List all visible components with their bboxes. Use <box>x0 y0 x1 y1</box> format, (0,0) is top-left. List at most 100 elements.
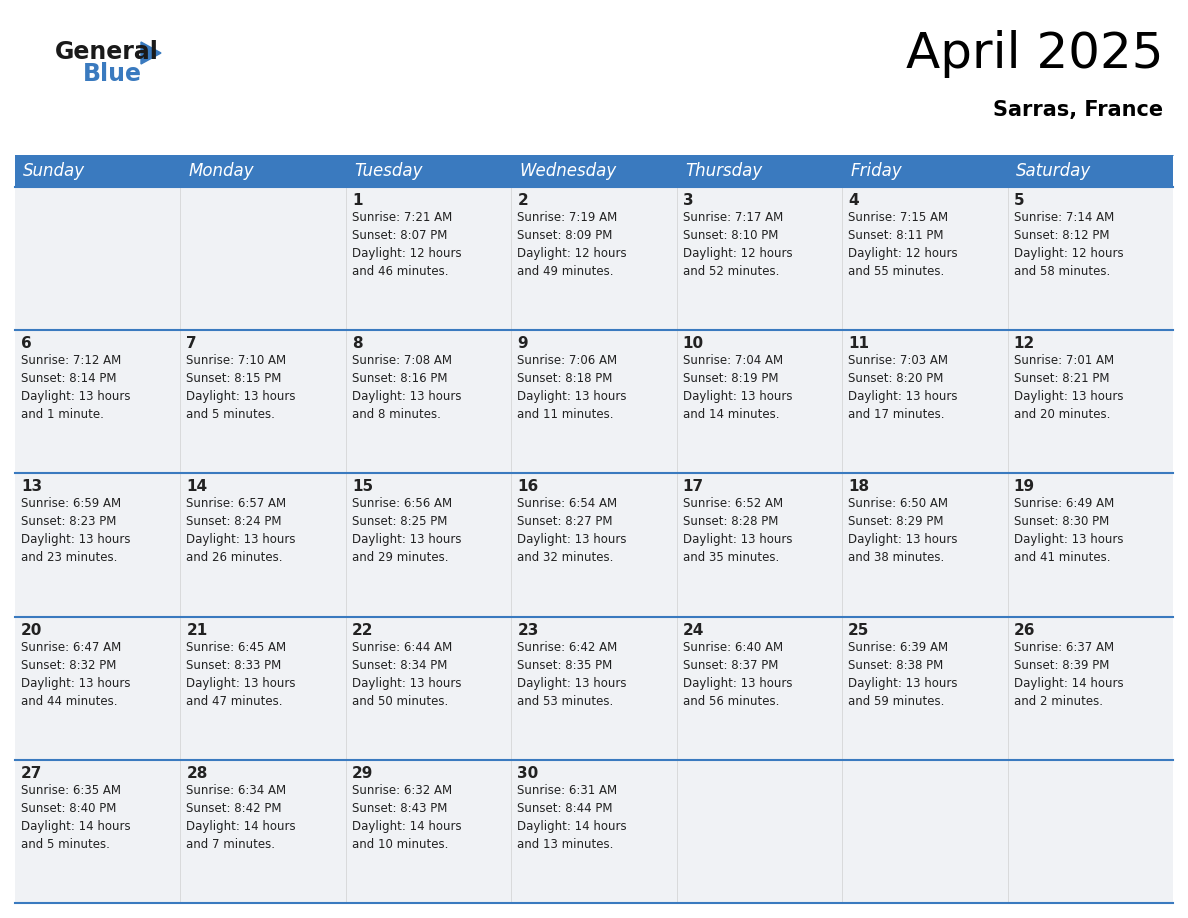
Text: Sunrise: 7:04 AM
Sunset: 8:19 PM
Daylight: 13 hours
and 14 minutes.: Sunrise: 7:04 AM Sunset: 8:19 PM Dayligh… <box>683 354 792 421</box>
Text: Sunrise: 6:31 AM
Sunset: 8:44 PM
Daylight: 14 hours
and 13 minutes.: Sunrise: 6:31 AM Sunset: 8:44 PM Dayligh… <box>517 784 627 851</box>
Bar <box>1007 474 1173 617</box>
Text: 8: 8 <box>352 336 362 352</box>
Bar <box>181 155 346 187</box>
Text: 24: 24 <box>683 622 704 638</box>
Text: 7: 7 <box>187 336 197 352</box>
Text: 11: 11 <box>848 336 870 352</box>
Text: Sunrise: 7:01 AM
Sunset: 8:21 PM
Daylight: 13 hours
and 20 minutes.: Sunrise: 7:01 AM Sunset: 8:21 PM Dayligh… <box>1013 354 1123 421</box>
Text: Saturday: Saturday <box>1016 162 1091 180</box>
Bar <box>677 187 842 330</box>
Bar <box>181 474 346 617</box>
Text: 19: 19 <box>1013 479 1035 495</box>
Bar <box>346 330 511 474</box>
Text: 22: 22 <box>352 622 373 638</box>
Text: 25: 25 <box>848 622 870 638</box>
Bar <box>677 760 842 903</box>
Text: 10: 10 <box>683 336 703 352</box>
Text: Sunrise: 6:34 AM
Sunset: 8:42 PM
Daylight: 14 hours
and 7 minutes.: Sunrise: 6:34 AM Sunset: 8:42 PM Dayligh… <box>187 784 296 851</box>
Polygon shape <box>141 42 162 64</box>
Text: 16: 16 <box>517 479 538 495</box>
Text: 2: 2 <box>517 193 527 208</box>
Text: Sunrise: 7:03 AM
Sunset: 8:20 PM
Daylight: 13 hours
and 17 minutes.: Sunrise: 7:03 AM Sunset: 8:20 PM Dayligh… <box>848 354 958 421</box>
Bar <box>842 187 1007 330</box>
Text: Sunrise: 6:39 AM
Sunset: 8:38 PM
Daylight: 13 hours
and 59 minutes.: Sunrise: 6:39 AM Sunset: 8:38 PM Dayligh… <box>848 641 958 708</box>
Text: 18: 18 <box>848 479 870 495</box>
Text: 9: 9 <box>517 336 527 352</box>
Bar <box>346 474 511 617</box>
Text: Wednesday: Wednesday <box>519 162 617 180</box>
Text: Sunrise: 7:08 AM
Sunset: 8:16 PM
Daylight: 13 hours
and 8 minutes.: Sunrise: 7:08 AM Sunset: 8:16 PM Dayligh… <box>352 354 461 421</box>
Bar <box>511 155 677 187</box>
Bar <box>181 760 346 903</box>
Text: Sunrise: 6:45 AM
Sunset: 8:33 PM
Daylight: 13 hours
and 47 minutes.: Sunrise: 6:45 AM Sunset: 8:33 PM Dayligh… <box>187 641 296 708</box>
Text: 23: 23 <box>517 622 538 638</box>
Text: 14: 14 <box>187 479 208 495</box>
Text: Sunrise: 6:50 AM
Sunset: 8:29 PM
Daylight: 13 hours
and 38 minutes.: Sunrise: 6:50 AM Sunset: 8:29 PM Dayligh… <box>848 498 958 565</box>
Text: 13: 13 <box>21 479 42 495</box>
Text: Sunrise: 6:35 AM
Sunset: 8:40 PM
Daylight: 14 hours
and 5 minutes.: Sunrise: 6:35 AM Sunset: 8:40 PM Dayligh… <box>21 784 131 851</box>
Text: Sunrise: 7:12 AM
Sunset: 8:14 PM
Daylight: 13 hours
and 1 minute.: Sunrise: 7:12 AM Sunset: 8:14 PM Dayligh… <box>21 354 131 421</box>
Text: Sunrise: 6:37 AM
Sunset: 8:39 PM
Daylight: 14 hours
and 2 minutes.: Sunrise: 6:37 AM Sunset: 8:39 PM Dayligh… <box>1013 641 1123 708</box>
Text: Sunrise: 7:10 AM
Sunset: 8:15 PM
Daylight: 13 hours
and 5 minutes.: Sunrise: 7:10 AM Sunset: 8:15 PM Dayligh… <box>187 354 296 421</box>
Bar <box>511 330 677 474</box>
Bar <box>511 474 677 617</box>
Text: 28: 28 <box>187 766 208 781</box>
Bar <box>842 474 1007 617</box>
Text: 6: 6 <box>21 336 32 352</box>
Bar <box>511 760 677 903</box>
Text: Sunrise: 6:32 AM
Sunset: 8:43 PM
Daylight: 14 hours
and 10 minutes.: Sunrise: 6:32 AM Sunset: 8:43 PM Dayligh… <box>352 784 461 851</box>
Text: 12: 12 <box>1013 336 1035 352</box>
Text: Sunday: Sunday <box>24 162 86 180</box>
Text: Sunrise: 7:06 AM
Sunset: 8:18 PM
Daylight: 13 hours
and 11 minutes.: Sunrise: 7:06 AM Sunset: 8:18 PM Dayligh… <box>517 354 627 421</box>
Text: Sunrise: 6:59 AM
Sunset: 8:23 PM
Daylight: 13 hours
and 23 minutes.: Sunrise: 6:59 AM Sunset: 8:23 PM Dayligh… <box>21 498 131 565</box>
Bar <box>15 617 181 760</box>
Bar <box>15 760 181 903</box>
Text: Sunrise: 6:44 AM
Sunset: 8:34 PM
Daylight: 13 hours
and 50 minutes.: Sunrise: 6:44 AM Sunset: 8:34 PM Dayligh… <box>352 641 461 708</box>
Bar <box>181 617 346 760</box>
Bar <box>15 155 181 187</box>
Text: Sunrise: 6:40 AM
Sunset: 8:37 PM
Daylight: 13 hours
and 56 minutes.: Sunrise: 6:40 AM Sunset: 8:37 PM Dayligh… <box>683 641 792 708</box>
Bar <box>677 155 842 187</box>
Text: Sunrise: 7:15 AM
Sunset: 8:11 PM
Daylight: 12 hours
and 55 minutes.: Sunrise: 7:15 AM Sunset: 8:11 PM Dayligh… <box>848 211 958 278</box>
Text: 29: 29 <box>352 766 373 781</box>
Bar <box>677 330 842 474</box>
Bar <box>511 617 677 760</box>
Text: Sunrise: 6:57 AM
Sunset: 8:24 PM
Daylight: 13 hours
and 26 minutes.: Sunrise: 6:57 AM Sunset: 8:24 PM Dayligh… <box>187 498 296 565</box>
Text: Sunrise: 6:47 AM
Sunset: 8:32 PM
Daylight: 13 hours
and 44 minutes.: Sunrise: 6:47 AM Sunset: 8:32 PM Dayligh… <box>21 641 131 708</box>
Bar <box>1007 617 1173 760</box>
Text: Sarras, France: Sarras, France <box>993 100 1163 120</box>
Bar <box>346 617 511 760</box>
Text: 21: 21 <box>187 622 208 638</box>
Bar <box>842 155 1007 187</box>
Text: Sunrise: 7:21 AM
Sunset: 8:07 PM
Daylight: 12 hours
and 46 minutes.: Sunrise: 7:21 AM Sunset: 8:07 PM Dayligh… <box>352 211 461 278</box>
Text: Sunrise: 6:54 AM
Sunset: 8:27 PM
Daylight: 13 hours
and 32 minutes.: Sunrise: 6:54 AM Sunset: 8:27 PM Dayligh… <box>517 498 627 565</box>
Text: Blue: Blue <box>83 62 143 86</box>
Text: Friday: Friday <box>851 162 902 180</box>
Bar <box>1007 155 1173 187</box>
Text: 15: 15 <box>352 479 373 495</box>
Text: 30: 30 <box>517 766 538 781</box>
Bar <box>1007 330 1173 474</box>
Text: 3: 3 <box>683 193 694 208</box>
Bar <box>15 330 181 474</box>
Text: Tuesday: Tuesday <box>354 162 423 180</box>
Bar <box>15 474 181 617</box>
Text: Sunrise: 6:42 AM
Sunset: 8:35 PM
Daylight: 13 hours
and 53 minutes.: Sunrise: 6:42 AM Sunset: 8:35 PM Dayligh… <box>517 641 627 708</box>
Bar <box>346 155 511 187</box>
Text: 27: 27 <box>21 766 43 781</box>
Bar <box>677 474 842 617</box>
Text: Sunrise: 7:17 AM
Sunset: 8:10 PM
Daylight: 12 hours
and 52 minutes.: Sunrise: 7:17 AM Sunset: 8:10 PM Dayligh… <box>683 211 792 278</box>
Text: Sunrise: 6:49 AM
Sunset: 8:30 PM
Daylight: 13 hours
and 41 minutes.: Sunrise: 6:49 AM Sunset: 8:30 PM Dayligh… <box>1013 498 1123 565</box>
Text: 4: 4 <box>848 193 859 208</box>
Text: Sunrise: 7:19 AM
Sunset: 8:09 PM
Daylight: 12 hours
and 49 minutes.: Sunrise: 7:19 AM Sunset: 8:09 PM Dayligh… <box>517 211 627 278</box>
Text: Sunrise: 6:52 AM
Sunset: 8:28 PM
Daylight: 13 hours
and 35 minutes.: Sunrise: 6:52 AM Sunset: 8:28 PM Dayligh… <box>683 498 792 565</box>
Text: Thursday: Thursday <box>685 162 763 180</box>
Bar <box>1007 187 1173 330</box>
Text: April 2025: April 2025 <box>905 30 1163 78</box>
Text: 17: 17 <box>683 479 703 495</box>
Bar <box>15 187 181 330</box>
Bar <box>677 617 842 760</box>
Text: General: General <box>55 40 159 64</box>
Text: Monday: Monday <box>189 162 254 180</box>
Text: 1: 1 <box>352 193 362 208</box>
